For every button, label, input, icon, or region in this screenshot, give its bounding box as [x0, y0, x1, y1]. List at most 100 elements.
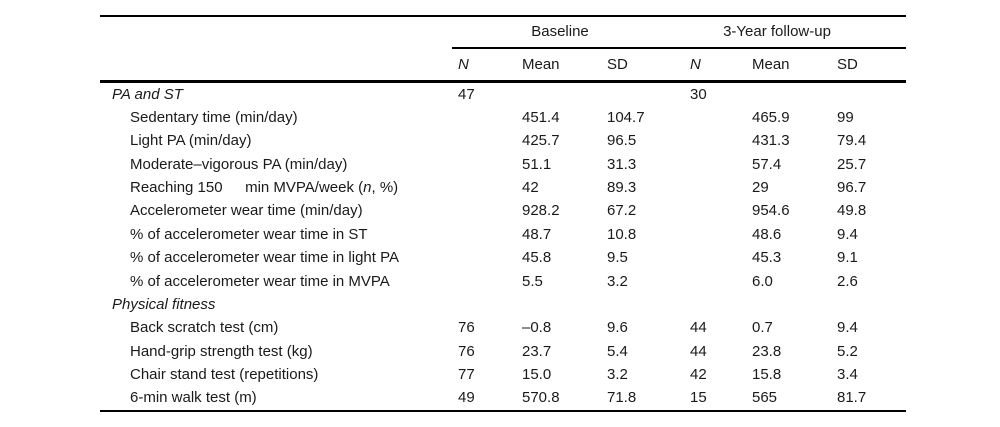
- cell-baseline-mean: 45.8: [522, 249, 552, 267]
- row-label: Moderate–vigorous PA (min/day): [130, 155, 348, 173]
- row-label: PA and ST: [112, 85, 183, 103]
- cell-followup-mean: 15.8: [752, 365, 782, 383]
- table-row: % of accelerometer wear time in ST 48.7 10…: [100, 223, 906, 246]
- cell-followup-n: 42: [690, 365, 707, 383]
- cell-followup-mean: 48.6: [752, 225, 782, 243]
- cell-baseline-mean: 5.5: [522, 272, 543, 290]
- table-row: Light PA (min/day) 425.7 96.5 431.3 79.4: [100, 129, 906, 152]
- cell-followup-n: 44: [690, 342, 707, 360]
- cell-followup-mean: 954.6: [752, 202, 790, 220]
- table-row: Accelerometer wear time (min/day) 928.2 67…: [100, 199, 906, 222]
- table-row: % of accelerometer wear time in light PA…: [100, 246, 906, 269]
- row-label: Physical fitness: [112, 295, 216, 313]
- row-label: % of accelerometer wear time in light PA: [130, 249, 399, 267]
- cell-followup-mean: 0.7: [752, 319, 773, 337]
- table-row: Physical fitness: [100, 293, 906, 316]
- cell-baseline-mean: 425.7: [522, 132, 560, 150]
- cell-baseline-mean: 928.2: [522, 202, 560, 220]
- table-row: Moderate–vigorous PA (min/day) 51.1 31.3 57…: [100, 153, 906, 176]
- cell-baseline-mean: 15.0: [522, 365, 552, 383]
- cell-baseline-mean: 51.1: [522, 155, 552, 173]
- row-label: Reaching 150 min MVPA/week (n, %): [130, 179, 399, 197]
- row-label: Chair stand test (repetitions): [130, 365, 319, 383]
- cell-baseline-mean: 570.8: [522, 389, 560, 407]
- row-label: Light PA (min/day): [130, 132, 252, 150]
- cell-baseline-sd: 67.2: [607, 202, 637, 220]
- table-row: Reaching 150 min MVPA/week (n, %) 42 89.3 2…: [100, 176, 906, 199]
- table-row: Hand-grip strength test (kg) 76 23.7 5.4 44 2…: [100, 339, 906, 362]
- cell-followup-sd: 99: [837, 109, 854, 127]
- cell-followup-mean: 57.4: [752, 155, 782, 173]
- cell-followup-sd: 2.6: [837, 272, 858, 290]
- cell-baseline-mean: 23.7: [522, 342, 552, 360]
- row-label: 6-min walk test (m): [130, 389, 257, 407]
- cell-baseline-sd: 96.5: [607, 132, 637, 150]
- header-baseline-mean: Mean: [522, 55, 560, 73]
- column-group-followup: 3-Year follow-up: [723, 23, 831, 40]
- table-row: Chair stand test (repetitions) 77 15.0 3.2 4…: [100, 363, 906, 386]
- cell-baseline-sd: 10.8: [607, 225, 637, 243]
- row-label: Hand-grip strength test (kg): [130, 342, 313, 360]
- cell-followup-sd: 25.7: [837, 155, 867, 173]
- sub-header-row: N Mean SD N Mean SD: [100, 49, 906, 80]
- cell-baseline-mean: –0.8: [522, 319, 552, 337]
- cell-baseline-sd: 3.2: [607, 272, 628, 290]
- cell-followup-sd: 3.4: [837, 365, 858, 383]
- cell-baseline-sd: 9.6: [607, 319, 628, 337]
- table-row: 6-min walk test (m) 49 570.8 71.8 15 565 81.7: [100, 386, 906, 409]
- cell-baseline-n: 76: [458, 319, 475, 337]
- cell-baseline-sd: 5.4: [607, 342, 628, 360]
- cell-baseline-n: 47: [458, 85, 475, 103]
- table-row: % of accelerometer wear time in MVPA 5.5 3…: [100, 269, 906, 292]
- row-label: % of accelerometer wear time in MVPA: [130, 272, 390, 290]
- table-body: PA and ST 47 30 Sedentary time (min/day) 451…: [100, 83, 906, 410]
- row-label: Accelerometer wear time (min/day): [130, 202, 363, 220]
- cell-followup-mean: 465.9: [752, 109, 790, 127]
- rule-under-groups: [452, 46, 906, 49]
- cell-baseline-sd: 3.2: [607, 365, 628, 383]
- cell-followup-sd: 49.8: [837, 202, 867, 220]
- cell-baseline-mean: 42: [522, 179, 539, 197]
- cell-followup-n: 15: [690, 389, 707, 407]
- summary-table: Baseline 3-Year follow-up N Mean SD N Me…: [100, 15, 906, 413]
- column-group-header-row: Baseline 3-Year follow-up: [100, 17, 906, 47]
- cell-baseline-n: 77: [458, 365, 475, 383]
- cell-baseline-n: 76: [458, 342, 475, 360]
- cell-followup-mean: 29: [752, 179, 769, 197]
- cell-followup-mean: 6.0: [752, 272, 773, 290]
- header-followup-mean: Mean: [752, 55, 790, 73]
- rule-bottom: [100, 409, 906, 413]
- cell-followup-sd: 5.2: [837, 342, 858, 360]
- cell-followup-mean: 23.8: [752, 342, 782, 360]
- cell-followup-n: 44: [690, 319, 707, 337]
- cell-baseline-sd: 9.5: [607, 249, 628, 267]
- row-label: Back scratch test (cm): [130, 319, 279, 337]
- column-group-baseline: Baseline: [531, 23, 589, 40]
- cell-baseline-mean: 451.4: [522, 109, 560, 127]
- cell-followup-sd: 96.7: [837, 179, 867, 197]
- cell-followup-sd: 9.4: [837, 225, 858, 243]
- cell-baseline-sd: 104.7: [607, 109, 645, 127]
- cell-baseline-sd: 89.3: [607, 179, 637, 197]
- header-baseline-sd: SD: [607, 55, 628, 73]
- cell-baseline-mean: 48.7: [522, 225, 552, 243]
- cell-followup-mean: 45.3: [752, 249, 782, 267]
- cell-followup-sd: 9.4: [837, 319, 858, 337]
- header-followup-sd: SD: [837, 55, 858, 73]
- cell-followup-sd: 81.7: [837, 389, 867, 407]
- cell-baseline-n: 49: [458, 389, 475, 407]
- cell-baseline-sd: 31.3: [607, 155, 637, 173]
- cell-followup-sd: 79.4: [837, 132, 867, 150]
- header-followup-n: N: [690, 55, 701, 73]
- cell-baseline-sd: 71.8: [607, 389, 637, 407]
- rule-under-headers: [100, 79, 906, 83]
- row-label: % of accelerometer wear time in ST: [130, 225, 368, 243]
- row-label: Sedentary time (min/day): [130, 109, 298, 127]
- table-row: PA and ST 47 30: [100, 83, 906, 106]
- table-row: Sedentary time (min/day) 451.4 104.7 465.9 9…: [100, 106, 906, 129]
- table-row: Back scratch test (cm) 76 –0.8 9.6 44 0.7 9.4: [100, 316, 906, 339]
- cell-followup-mean: 431.3: [752, 132, 790, 150]
- cell-followup-n: 30: [690, 85, 707, 103]
- rule-top: [100, 15, 906, 17]
